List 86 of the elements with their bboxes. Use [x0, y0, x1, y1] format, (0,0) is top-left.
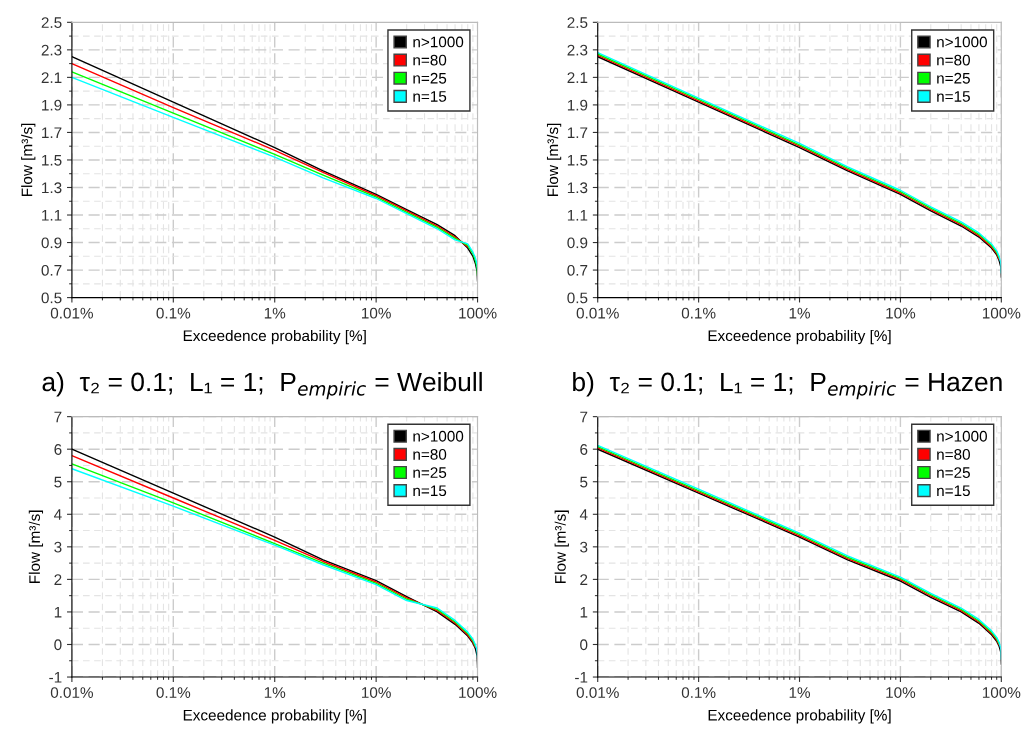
x-axis-title: Exceedence probability [%]	[183, 329, 366, 345]
x-tick-label: 100%	[459, 307, 497, 319]
x-tick-label: 10%	[886, 687, 916, 698]
y-tick-label: 1.5	[42, 154, 62, 166]
y-tick-label: 3	[54, 541, 62, 553]
y-tick-label: 0.5	[567, 292, 588, 304]
y-tick-label: 4	[579, 509, 588, 520]
x-tick-label: 100%	[459, 687, 497, 698]
y-tick-label: 5	[54, 476, 62, 488]
text: a) τ₂ = 0.1; L₁ = 1; P$_{empiric}$ = Weibull	[42, 371, 482, 400]
y-tick-label: 2	[54, 574, 62, 585]
y-tick-label: 1.7	[42, 127, 62, 138]
x-tick-label: 0.1%	[681, 307, 716, 319]
legend-label: n=80	[413, 54, 447, 66]
legend-label: n=25	[937, 467, 970, 478]
y-tick-label: 0	[54, 639, 62, 651]
y-tick-label: 6	[54, 444, 62, 455]
y-tick-label: 1.5	[567, 154, 588, 166]
legend-label: n=80	[413, 449, 447, 460]
y-tick-label: 1.3	[42, 182, 62, 194]
x-axis-title: Exceedence probability [%]	[708, 329, 891, 345]
x-tick-label: 1%	[264, 687, 286, 698]
x-tick-label: 1%	[789, 687, 811, 698]
y-axis-title: Flow [m³/s]	[546, 123, 562, 197]
legend-label: n=80	[937, 54, 970, 66]
x-axis-title: Exceedence probability [%]	[183, 709, 366, 724]
x-tick-label: 10%	[362, 307, 391, 319]
x-tick-label: 100%	[982, 687, 1021, 698]
y-tick-label: 6	[580, 444, 588, 455]
y-tick-label: 0.7	[41, 264, 62, 276]
x-tick-label: 10%	[362, 687, 391, 698]
y-tick-label: 2	[580, 574, 588, 585]
y-tick-label: 5	[580, 476, 588, 488]
legend-label: n=15	[413, 485, 447, 497]
x-tick-label: 0.01%	[576, 687, 619, 698]
y-tick-label: 7	[54, 411, 62, 423]
y-tick-label: 2.1	[567, 72, 588, 83]
x-tick-label: 10%	[886, 307, 916, 319]
y-tick-label: 0.9	[41, 237, 62, 249]
text: b) τ₂ = 0.1; L₁ = 1; P$_{empiric}$ = Hazen	[573, 371, 1002, 400]
x-tick-label: 0.01%	[50, 687, 94, 698]
y-tick-label: 3	[580, 541, 588, 553]
x-tick-label: 1%	[264, 307, 286, 319]
y-tick-label: 0	[580, 639, 588, 651]
y-tick-label: 2.1	[41, 72, 62, 83]
legend-label: n=25	[413, 467, 447, 478]
legend-label: n>1000	[937, 430, 987, 442]
x-tick-label: 0.1%	[156, 687, 191, 698]
y-tick-label: 1.1	[42, 210, 62, 221]
y-tick-label: 1.3	[567, 182, 588, 194]
legend-label: n=15	[413, 91, 447, 102]
y-tick-label: 0.5	[41, 292, 62, 304]
y-tick-label: 2.3	[567, 44, 588, 56]
y-tick-label: 2.3	[41, 44, 62, 56]
x-tick-label: 0.01%	[50, 307, 94, 319]
legend-label: n=15	[937, 485, 970, 497]
x-tick-label: 0.1%	[681, 687, 716, 698]
y-tick-label: 1.7	[567, 127, 588, 138]
x-axis-title: Exceedence probability [%]	[708, 709, 891, 724]
y-tick-label: 1.9	[567, 99, 588, 111]
x-tick-label: 100%	[982, 307, 1021, 319]
legend-label: n=15	[937, 91, 970, 102]
y-tick-label: 1	[54, 606, 62, 618]
y-tick-label: 1.9	[42, 99, 62, 111]
y-tick-label: 0.9	[567, 237, 588, 249]
y-tick-label: 0.7	[567, 264, 588, 276]
y-tick-label: 2.5	[41, 17, 62, 29]
y-tick-label: 1	[580, 606, 588, 618]
legend-label: n=25	[413, 72, 447, 84]
y-tick-label: 7	[580, 411, 588, 423]
x-tick-label: 1%	[789, 307, 811, 319]
x-tick-label: 0.1%	[156, 307, 191, 319]
y-tick-label: 1.1	[567, 210, 588, 221]
y-axis-title: Flow [m³/s]	[28, 510, 44, 583]
y-tick-label: 4	[54, 509, 62, 520]
legend-label: n>1000	[413, 430, 464, 442]
y-tick-label: -1	[49, 672, 62, 683]
legend-label: n>1000	[937, 36, 987, 48]
y-axis-title: Flow [m³/s]	[554, 510, 569, 583]
legend-label: n=80	[937, 449, 970, 460]
legend-label: n=25	[937, 72, 970, 84]
legend-label: n>1000	[413, 36, 464, 48]
x-tick-label: 0.01%	[576, 307, 619, 319]
y-tick-label: -1	[575, 672, 588, 683]
y-tick-label: 2.5	[567, 17, 588, 29]
y-axis-title: Flow [m³/s]	[21, 123, 36, 197]
